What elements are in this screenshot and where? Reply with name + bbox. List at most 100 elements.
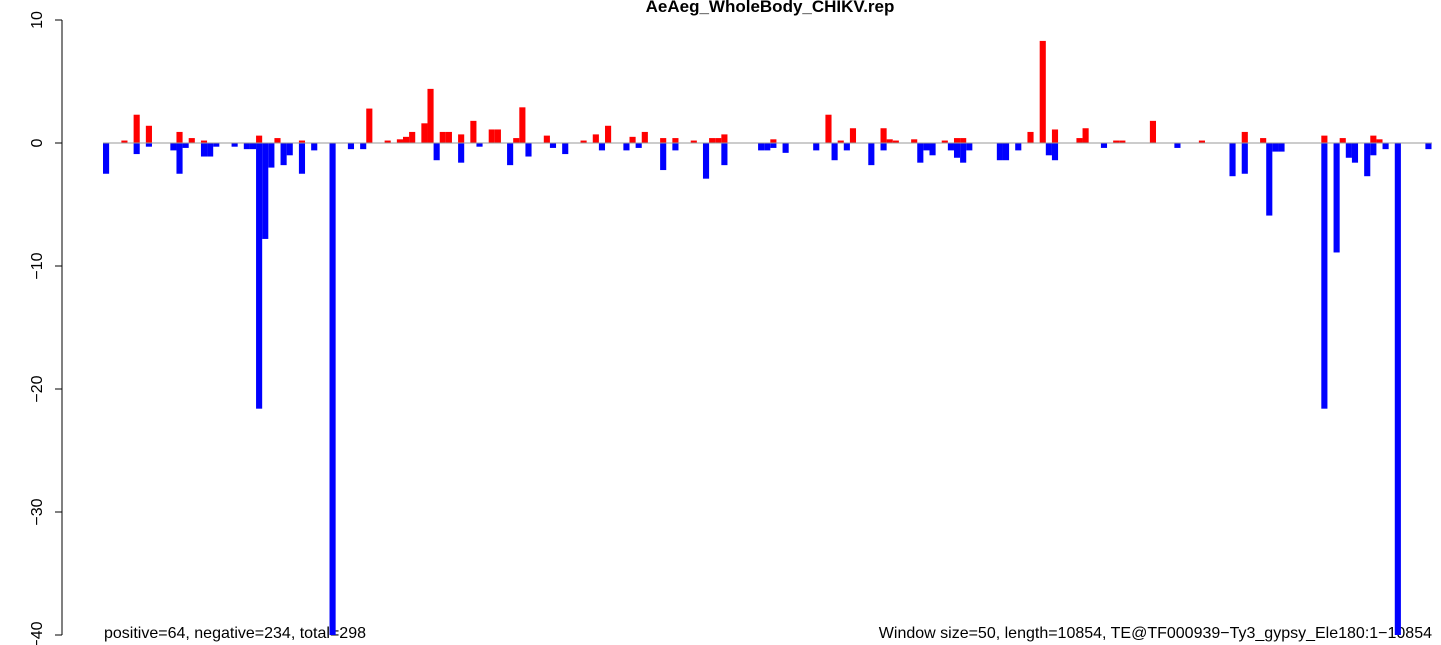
bar bbox=[886, 139, 893, 143]
bar bbox=[960, 138, 967, 143]
bar bbox=[494, 129, 501, 143]
bar bbox=[280, 143, 287, 166]
bar bbox=[525, 143, 532, 157]
bar bbox=[709, 138, 716, 143]
bar bbox=[598, 143, 606, 151]
bar bbox=[629, 136, 636, 143]
bar bbox=[121, 140, 128, 143]
bar bbox=[200, 143, 208, 157]
bar bbox=[1272, 143, 1279, 152]
bar bbox=[782, 143, 789, 153]
bar bbox=[384, 140, 391, 143]
y-tick-label: −20 bbox=[29, 375, 46, 402]
bar bbox=[996, 143, 1003, 161]
bar bbox=[1394, 143, 1401, 635]
chart-title: AeAeg_WholeBody_CHIKV.rep bbox=[646, 0, 895, 16]
bar bbox=[880, 128, 887, 143]
bar bbox=[470, 120, 477, 143]
bar bbox=[1198, 140, 1205, 143]
bar bbox=[721, 143, 728, 166]
bar bbox=[439, 131, 446, 143]
bar bbox=[549, 143, 557, 148]
bar bbox=[1266, 143, 1273, 216]
bar bbox=[580, 140, 587, 143]
bar bbox=[660, 138, 667, 143]
bar bbox=[892, 140, 899, 143]
bar bbox=[249, 143, 257, 150]
bar bbox=[396, 139, 403, 143]
y-tick-label: 10 bbox=[29, 11, 46, 29]
bar bbox=[286, 143, 293, 156]
bar bbox=[623, 143, 630, 151]
bar bbox=[1051, 129, 1059, 143]
bar bbox=[947, 143, 954, 151]
bar bbox=[1119, 140, 1126, 143]
bar bbox=[182, 143, 189, 148]
y-tick-label: −10 bbox=[29, 252, 46, 279]
bar bbox=[1051, 143, 1059, 161]
bar bbox=[145, 125, 152, 143]
annotation: positive=64, negative=234, total=298 bbox=[104, 625, 366, 642]
bar bbox=[311, 143, 318, 151]
bar bbox=[1321, 135, 1328, 143]
bar bbox=[1376, 139, 1383, 143]
bar bbox=[715, 138, 722, 143]
bar bbox=[433, 143, 440, 161]
bar bbox=[476, 143, 483, 147]
bar bbox=[133, 114, 140, 143]
bar bbox=[1260, 138, 1267, 143]
bar bbox=[427, 88, 434, 143]
bar bbox=[1027, 131, 1034, 143]
annotation: Window size=50, length=10854, TE@TF00093… bbox=[879, 625, 1432, 642]
bar bbox=[1082, 128, 1089, 143]
bar bbox=[1321, 143, 1328, 409]
bar bbox=[941, 140, 948, 143]
y-tick-label: −40 bbox=[29, 621, 46, 645]
bar bbox=[1241, 131, 1248, 143]
bar bbox=[366, 108, 373, 143]
bar bbox=[513, 138, 520, 143]
bar bbox=[953, 143, 961, 158]
bar bbox=[672, 138, 679, 143]
bar bbox=[1345, 143, 1352, 158]
bar bbox=[960, 143, 967, 163]
bar bbox=[1333, 143, 1340, 253]
y-tick-label: −30 bbox=[29, 498, 46, 525]
bar bbox=[721, 134, 728, 143]
bar bbox=[262, 143, 269, 239]
bar bbox=[672, 143, 679, 151]
bar bbox=[1039, 40, 1046, 143]
bar bbox=[635, 143, 642, 148]
bar bbox=[1370, 143, 1377, 156]
bar bbox=[298, 143, 306, 174]
bar bbox=[409, 131, 416, 143]
bar bbox=[243, 143, 250, 150]
bar bbox=[917, 143, 924, 163]
bar bbox=[1045, 143, 1052, 156]
y-tick-label: 0 bbox=[29, 138, 46, 147]
bar bbox=[825, 114, 832, 143]
bar bbox=[256, 135, 263, 143]
bar bbox=[488, 129, 495, 143]
bar bbox=[402, 136, 410, 143]
bars bbox=[103, 40, 1432, 635]
bar bbox=[831, 143, 838, 161]
bar bbox=[1370, 135, 1377, 143]
bar bbox=[837, 140, 844, 143]
bar bbox=[268, 143, 275, 168]
bar bbox=[145, 143, 152, 147]
bar bbox=[1382, 143, 1389, 150]
bar bbox=[1364, 143, 1371, 177]
bar bbox=[880, 143, 887, 151]
bar bbox=[231, 143, 238, 147]
bar bbox=[770, 139, 777, 143]
bar bbox=[813, 143, 820, 151]
bar bbox=[1339, 138, 1346, 143]
bar bbox=[347, 143, 355, 150]
bar bbox=[188, 138, 195, 143]
bar bbox=[641, 131, 648, 143]
bar bbox=[274, 138, 281, 143]
bar bbox=[758, 143, 765, 151]
bar bbox=[1015, 143, 1022, 151]
